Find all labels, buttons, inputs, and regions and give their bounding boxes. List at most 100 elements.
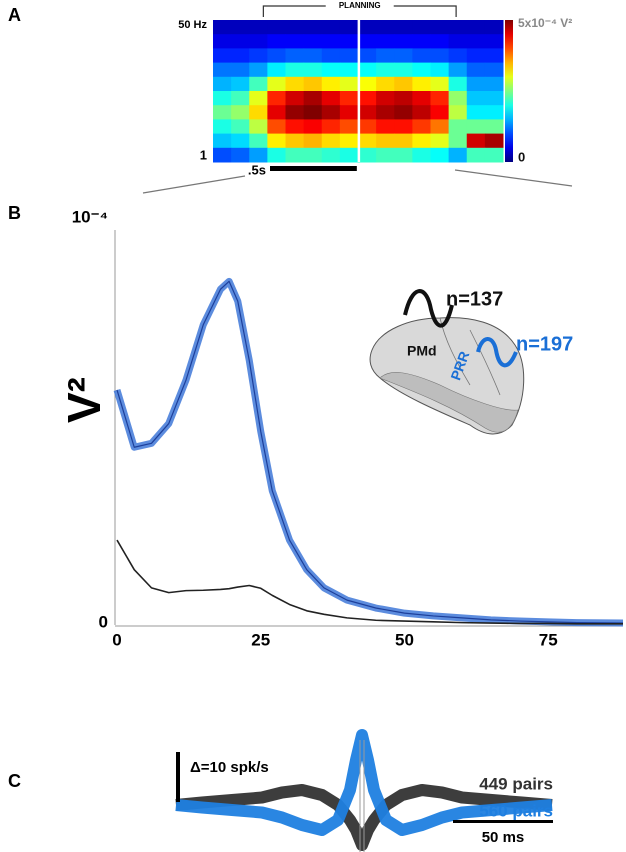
heat-cell	[231, 76, 250, 92]
heat-cell	[358, 119, 377, 135]
heat-cell	[466, 62, 486, 78]
heat-cell	[303, 105, 323, 120]
heat-cell	[376, 48, 395, 64]
heat-cell	[285, 133, 305, 149]
brain-inset	[369, 289, 525, 435]
heat-cell	[484, 34, 504, 49]
heat-cell	[285, 34, 305, 49]
legend-label: 560 pairs	[479, 801, 553, 820]
heat-cell	[412, 76, 431, 92]
heat-cell	[358, 105, 377, 120]
heat-cell	[303, 76, 323, 92]
heat-cell	[376, 76, 395, 92]
heat-cell	[430, 62, 450, 78]
scale-bar	[176, 752, 180, 802]
heat-cell	[466, 76, 486, 92]
inset-label: n=137	[446, 288, 503, 310]
heat-cell	[249, 147, 268, 163]
heat-cell	[321, 147, 341, 163]
heat-cell	[376, 105, 395, 120]
heat-cell	[321, 91, 341, 106]
heat-cell	[376, 119, 395, 135]
heat-cell	[394, 76, 413, 92]
heat-cell	[466, 48, 486, 64]
heat-cell	[430, 20, 450, 35]
heat-cell	[394, 105, 413, 120]
heat-cell	[448, 105, 468, 120]
heat-cell	[267, 105, 286, 120]
heat-cell	[358, 34, 377, 49]
heat-cell	[249, 76, 268, 92]
heat-cell	[285, 62, 305, 78]
heat-cell	[358, 147, 377, 163]
heat-cell	[285, 119, 305, 135]
heat-cell	[430, 147, 450, 163]
heat-cell	[339, 147, 359, 163]
heat-cell	[394, 48, 413, 64]
heat-cell	[231, 147, 250, 163]
heat-cell	[321, 48, 341, 64]
heat-cell	[339, 34, 359, 49]
heat-cell	[213, 105, 232, 120]
heat-cell	[394, 119, 413, 135]
heat-cell	[285, 91, 305, 106]
heat-cell	[231, 20, 250, 35]
y-axis-label: V²	[58, 377, 110, 423]
heat-cell	[430, 119, 450, 135]
heat-cell	[303, 91, 323, 106]
heat-cell	[466, 147, 486, 163]
heat-cell	[448, 76, 468, 92]
heat-cell	[321, 119, 341, 135]
heat-cell	[484, 76, 504, 92]
heat-cell	[484, 48, 504, 64]
heat-cell	[339, 76, 359, 92]
colorbar-label: 0	[518, 149, 525, 164]
heat-cell	[285, 48, 305, 64]
heat-cell	[321, 34, 341, 49]
heat-cell	[249, 133, 268, 149]
heat-cell	[285, 105, 305, 120]
heat-cell	[303, 147, 323, 163]
heat-cell	[358, 62, 377, 78]
heat-cell	[412, 119, 431, 135]
scale-bar	[453, 820, 553, 823]
heat-cell	[484, 20, 504, 35]
heat-cell	[448, 147, 468, 163]
heat-cell	[213, 48, 232, 64]
heat-cell	[484, 62, 504, 78]
heat-cell	[394, 20, 413, 35]
heat-cell	[249, 62, 268, 78]
scale-bar	[270, 166, 357, 171]
heat-cell	[376, 133, 395, 149]
heat-cell	[303, 34, 323, 49]
heat-cell	[376, 62, 395, 78]
heat-cell	[267, 62, 286, 78]
heat-cell	[358, 133, 377, 149]
heat-cell	[448, 91, 468, 106]
heat-cell	[321, 62, 341, 78]
heat-cell	[231, 105, 250, 120]
heat-cell	[484, 133, 504, 149]
heat-cell	[213, 91, 232, 106]
y-tick-label: 0	[99, 612, 108, 631]
heat-cell	[249, 119, 268, 135]
legend-label: 449 pairs	[479, 774, 553, 793]
scale-label: 50 ms	[482, 829, 525, 846]
heat-cell	[448, 48, 468, 64]
heat-cell	[376, 147, 395, 163]
heat-cell	[321, 105, 341, 120]
heat-cell	[394, 133, 413, 149]
heat-cell	[448, 62, 468, 78]
heat-cell	[466, 91, 486, 106]
heat-cell	[303, 119, 323, 135]
heat-cell	[267, 147, 286, 163]
heat-cell	[394, 34, 413, 49]
inset-label: n=197	[516, 333, 573, 355]
heat-cell	[267, 133, 286, 149]
heat-cell	[213, 76, 232, 92]
heat-cell	[213, 133, 232, 149]
heat-cell	[466, 105, 486, 120]
zoom-line	[454, 169, 573, 187]
heat-cell	[412, 62, 431, 78]
heat-cell	[358, 20, 377, 35]
